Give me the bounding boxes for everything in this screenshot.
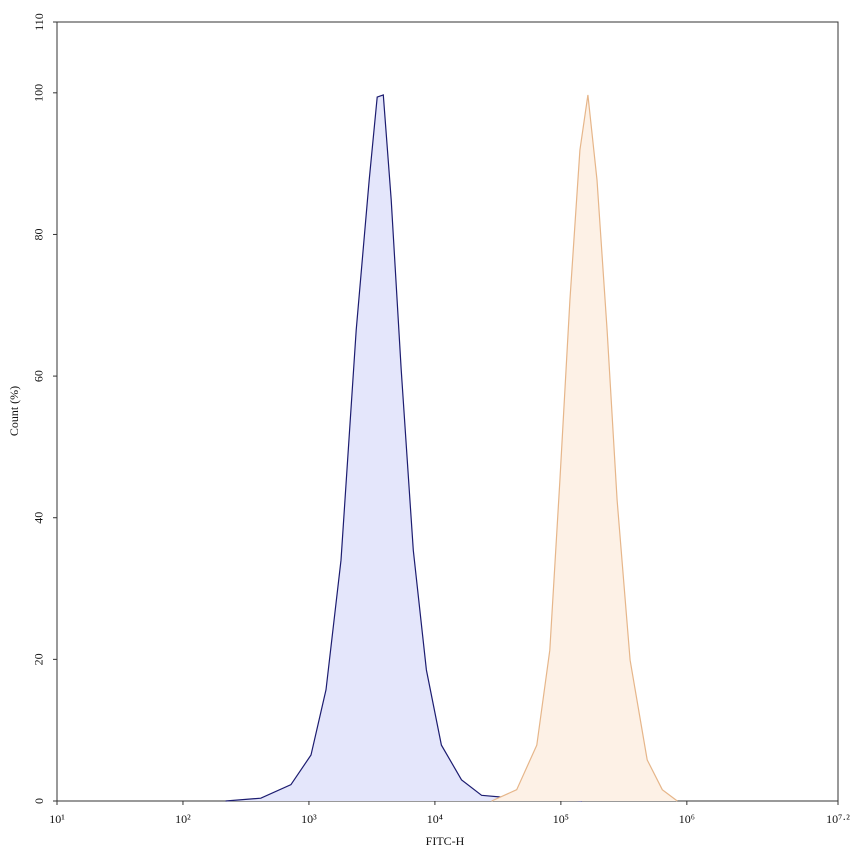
series-fill bbox=[225, 94, 582, 801]
series-line bbox=[491, 94, 678, 802]
x-axis-label: FITC-H bbox=[426, 834, 465, 848]
series-line bbox=[225, 94, 582, 802]
series-fill bbox=[491, 94, 678, 801]
y-tick-label: 110 bbox=[32, 13, 46, 31]
x-tick-label: 10¹ bbox=[49, 812, 65, 826]
x-tick-label: 10⁷·² bbox=[826, 812, 850, 826]
x-tick-label: 10⁵ bbox=[553, 812, 569, 826]
y-tick-label: 20 bbox=[32, 653, 46, 665]
y-tick-label: 80 bbox=[32, 228, 46, 240]
y-tick-label: 100 bbox=[32, 84, 46, 102]
y-tick-label: 0 bbox=[32, 798, 46, 804]
y-axis-label: Count (%) bbox=[7, 386, 21, 436]
plot-frame bbox=[56, 21, 839, 802]
y-tick-label: 60 bbox=[32, 370, 46, 382]
x-tick-label: 10⁶ bbox=[679, 812, 695, 826]
x-tick-label: 10² bbox=[175, 812, 191, 826]
x-tick-label: 10⁴ bbox=[427, 812, 443, 826]
y-tick-label: 40 bbox=[32, 512, 46, 524]
x-tick-label: 10³ bbox=[301, 812, 317, 826]
